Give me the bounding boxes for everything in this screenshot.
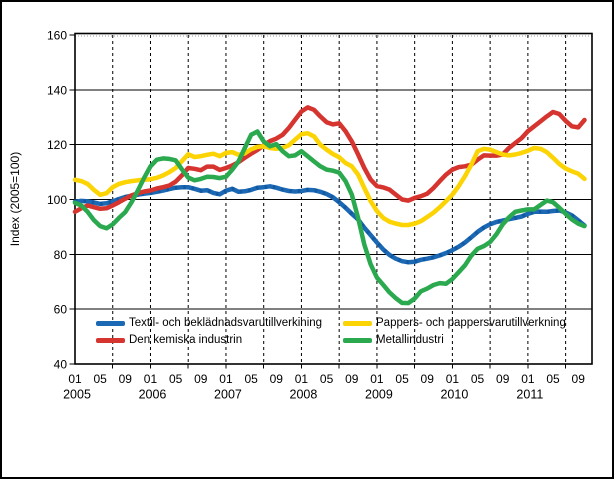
y-tick-label-80: 80: [54, 248, 68, 262]
y-tick-label-140: 140: [47, 83, 67, 97]
legend-swatch-kemiska: [96, 338, 125, 343]
legend-item-textil: Textil- och beklädnadsvarutillverkining: [96, 317, 322, 330]
x-year-label-2007: 2007: [214, 388, 242, 402]
legend-swatch-textil: [96, 321, 125, 326]
x-year-label-2008: 2008: [290, 388, 318, 402]
legend-item-metall: Metallindustri: [343, 334, 444, 347]
x-month-label: 09: [421, 372, 435, 386]
series-line-textil-texture: [74, 184, 586, 265]
x-month-label: 01: [219, 372, 233, 386]
x-month-label: 01: [370, 372, 384, 386]
x-month-label: 09: [270, 372, 284, 386]
x-month-label: 09: [345, 372, 359, 386]
legend-label-metall: Metallindustri: [376, 334, 444, 346]
legend-swatch-metall: [343, 338, 372, 343]
x-month-label: 09: [572, 372, 586, 386]
x-month-label: 05: [244, 372, 258, 386]
y-tick-label-100: 100: [47, 193, 67, 207]
x-month-label: 09: [496, 372, 510, 386]
y-tick-label-120: 120: [47, 138, 67, 152]
x-month-label: 05: [93, 372, 107, 386]
legend-label-kemiska: Den kemiska industrin: [129, 334, 243, 346]
x-month-label: 01: [144, 372, 158, 386]
x-month-label: 01: [446, 372, 460, 386]
plot-border: [74, 32, 593, 365]
legend-item-pappers: Pappers- och pappersvarutillverkning: [343, 317, 566, 330]
x-month-label: 01: [521, 372, 535, 386]
legend-item-kemiska: Den kemiska industrin: [96, 334, 242, 347]
series-line-pappers: [72, 130, 587, 228]
x-month-label: 05: [320, 372, 334, 386]
legend-swatch-pappers: [343, 321, 372, 326]
legend-label-pappers: Pappers- och pappersvarutillverkning: [376, 317, 566, 329]
x-month-label: 05: [471, 372, 485, 386]
x-month-label: 01: [68, 372, 82, 386]
x-year-label-2006: 2006: [139, 388, 167, 402]
x-month-label: 01: [295, 372, 309, 386]
x-month-label: 05: [169, 372, 183, 386]
x-year-label-2005: 2005: [63, 388, 91, 402]
x-month-label: 09: [194, 372, 208, 386]
x-month-label: 05: [395, 372, 409, 386]
series-line-textil: [72, 184, 587, 265]
y-tick-label-160: 160: [47, 29, 67, 43]
x-year-label-2010: 2010: [440, 388, 468, 402]
x-month-label: 09: [119, 372, 133, 386]
legend-label-textil: Textil- och beklädnadsvarutillverkining: [129, 317, 323, 329]
y-axis-title: Index (2005=100): [8, 151, 22, 247]
y-tick-label-60: 60: [54, 303, 68, 317]
y-tick-label-40: 40: [54, 358, 68, 372]
series-line-metall: [72, 129, 587, 306]
x-month-label: 05: [546, 372, 560, 386]
x-year-label-2011: 2011: [516, 388, 543, 402]
x-year-label-2009: 2009: [365, 388, 393, 402]
